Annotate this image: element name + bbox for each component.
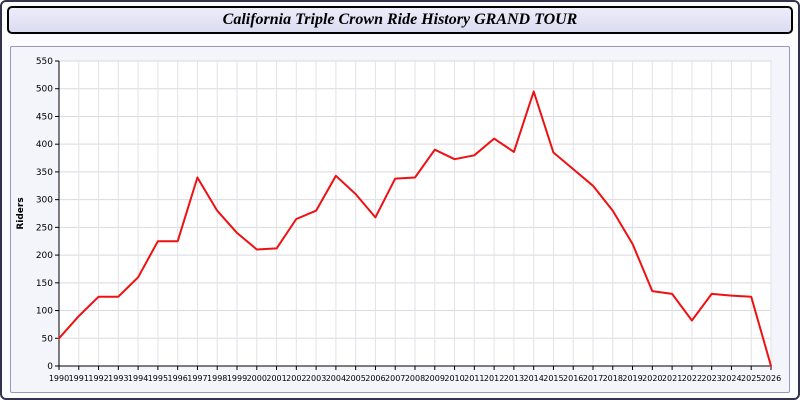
svg-text:2008: 2008 [405, 374, 425, 383]
svg-text:1997: 1997 [187, 374, 207, 383]
svg-text:200: 200 [36, 251, 53, 261]
svg-text:2020: 2020 [642, 374, 662, 383]
svg-text:2017: 2017 [583, 374, 603, 383]
riders-series-line [58, 90, 772, 367]
svg-text:2001: 2001 [266, 374, 286, 383]
svg-text:2000: 2000 [247, 374, 267, 383]
svg-text:2026: 2026 [761, 374, 781, 383]
svg-text:2007: 2007 [385, 374, 405, 383]
svg-text:2025: 2025 [741, 374, 761, 383]
svg-text:1998: 1998 [207, 374, 227, 383]
svg-text:2021: 2021 [662, 374, 682, 383]
svg-text:550: 550 [36, 57, 53, 67]
svg-text:2011: 2011 [464, 374, 484, 383]
svg-text:450: 450 [36, 112, 53, 122]
svg-text:1990: 1990 [49, 374, 69, 383]
svg-text:2005: 2005 [345, 374, 365, 383]
x-axis-labels: 1990 1991 1992 1993 1994 1995 1996 1997 1998 1999… [49, 366, 781, 383]
svg-text:2015: 2015 [543, 374, 563, 383]
svg-text:2016: 2016 [563, 374, 583, 383]
svg-text:350: 350 [36, 168, 53, 178]
svg-text:2006: 2006 [365, 374, 385, 383]
svg-text:400: 400 [36, 140, 53, 150]
y-axis-title: Riders [16, 197, 26, 229]
svg-text:1991: 1991 [69, 374, 89, 383]
svg-text:300: 300 [36, 196, 53, 206]
svg-text:2003: 2003 [306, 374, 326, 383]
svg-text:150: 150 [36, 279, 53, 289]
svg-text:2024: 2024 [721, 374, 741, 383]
svg-text:1992: 1992 [88, 374, 108, 383]
svg-text:2019: 2019 [622, 374, 642, 383]
svg-text:2013: 2013 [504, 374, 524, 383]
svg-text:500: 500 [36, 85, 53, 95]
svg-text:1999: 1999 [227, 374, 247, 383]
y-axis-labels: 0 50 100 150 200 250 300 350 400 450 500 550 [36, 57, 59, 372]
svg-text:2018: 2018 [603, 374, 623, 383]
svg-text:2002: 2002 [286, 374, 306, 383]
svg-text:0: 0 [47, 362, 53, 372]
svg-text:1994: 1994 [128, 374, 148, 383]
svg-text:2012: 2012 [484, 374, 504, 383]
svg-text:1993: 1993 [108, 374, 128, 383]
svg-text:2004: 2004 [326, 374, 346, 383]
svg-text:2009: 2009 [425, 374, 445, 383]
svg-text:2022: 2022 [682, 374, 702, 383]
svg-text:100: 100 [36, 307, 53, 317]
svg-text:250: 250 [36, 223, 53, 233]
svg-text:50: 50 [42, 334, 54, 344]
chart-panel: 0 50 100 150 200 250 300 350 400 450 500 550 1990 199… [10, 46, 790, 393]
svg-text:1995: 1995 [148, 374, 168, 383]
page-title: California Triple Crown Ride History GRA… [222, 11, 578, 28]
axes [58, 61, 771, 367]
svg-text:2023: 2023 [701, 374, 721, 383]
svg-text:2010: 2010 [444, 374, 464, 383]
svg-text:1996: 1996 [167, 374, 187, 383]
svg-text:2014: 2014 [523, 374, 543, 383]
title-bar: California Triple Crown Ride History GRA… [7, 6, 793, 34]
